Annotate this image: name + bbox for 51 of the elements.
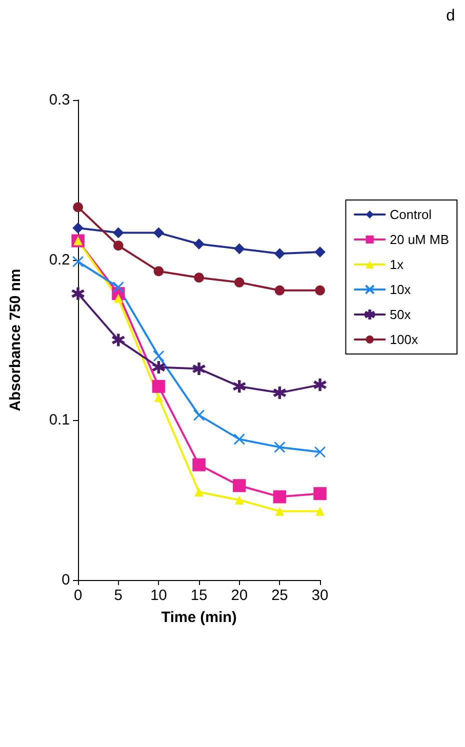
point bbox=[112, 227, 124, 238]
point bbox=[152, 380, 166, 393]
point bbox=[153, 227, 164, 238]
y-tick-label: 0 bbox=[62, 572, 70, 588]
point bbox=[233, 380, 246, 393]
point bbox=[192, 458, 206, 472]
y-tick-label: 0.2 bbox=[49, 252, 70, 268]
text: d bbox=[446, 8, 456, 24]
point bbox=[273, 386, 286, 400]
point bbox=[273, 490, 286, 504]
point bbox=[194, 238, 204, 250]
point bbox=[316, 506, 324, 516]
point bbox=[234, 496, 244, 504]
point bbox=[194, 488, 204, 496]
point bbox=[113, 240, 124, 251]
point bbox=[274, 285, 285, 296]
point bbox=[194, 272, 204, 283]
point bbox=[72, 287, 84, 300]
legend-label: 50x bbox=[390, 307, 412, 322]
y-tick-label: 0.1 bbox=[49, 412, 70, 428]
point bbox=[234, 277, 244, 288]
point bbox=[152, 360, 165, 374]
point bbox=[275, 506, 284, 516]
point bbox=[234, 243, 245, 254]
x-tick-label: 20 bbox=[230, 587, 248, 604]
point bbox=[314, 487, 326, 500]
legend-label: Control bbox=[390, 207, 432, 222]
point bbox=[232, 479, 246, 492]
point bbox=[154, 266, 164, 276]
point bbox=[72, 222, 84, 234]
x-tick-label: 25 bbox=[271, 587, 288, 604]
x-tick-label: 0 bbox=[74, 587, 82, 604]
point bbox=[154, 393, 164, 402]
legend-label: 10x bbox=[390, 282, 412, 297]
x-tick-label: 30 bbox=[312, 587, 328, 604]
point bbox=[314, 246, 326, 258]
legend-label: 100x bbox=[390, 332, 418, 347]
legend-label: 20 uM MB bbox=[390, 232, 450, 247]
x-tick-label: 5 bbox=[114, 587, 123, 604]
x-tick-label: 10 bbox=[150, 587, 168, 604]
x-tick-label: 15 bbox=[190, 587, 208, 604]
point bbox=[192, 362, 206, 376]
point bbox=[73, 202, 83, 212]
y-axis-title: Absorbance 750 nm bbox=[7, 268, 24, 412]
y-tick-label: 0.3 bbox=[49, 92, 70, 108]
point bbox=[315, 285, 325, 296]
legend-label: 1x bbox=[390, 257, 404, 272]
point bbox=[274, 248, 286, 260]
point bbox=[314, 378, 326, 392]
x-axis-title: Time (min) bbox=[161, 609, 237, 626]
point bbox=[112, 334, 125, 346]
